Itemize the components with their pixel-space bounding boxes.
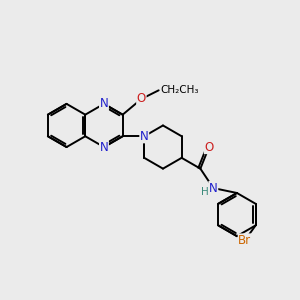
Text: H: H [201, 187, 208, 197]
Text: CH₂CH₃: CH₂CH₃ [160, 85, 199, 95]
Text: O: O [137, 92, 146, 106]
Text: O: O [204, 141, 214, 154]
Text: N: N [100, 141, 108, 154]
Text: Br: Br [238, 234, 251, 247]
Text: N: N [140, 130, 148, 143]
Text: N: N [209, 182, 218, 195]
Text: N: N [100, 98, 108, 110]
